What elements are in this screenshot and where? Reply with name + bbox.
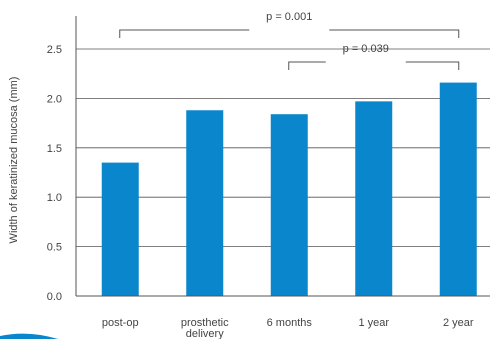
corner-decoration bbox=[0, 333, 58, 339]
bar bbox=[186, 110, 224, 296]
y-tick-label: 2.5 bbox=[47, 44, 62, 56]
significance-bracket-left bbox=[288, 61, 326, 70]
x-tick-label: 2 year bbox=[443, 317, 474, 329]
axes bbox=[75, 16, 490, 297]
x-tick-label: post-op bbox=[102, 317, 139, 329]
significance-bracket-right bbox=[405, 61, 460, 70]
y-tick-label: 2.0 bbox=[47, 93, 62, 105]
x-tick-label: 6 months bbox=[267, 317, 313, 329]
y-tick-label: 1.0 bbox=[47, 192, 62, 204]
x-tick-label: 1 year bbox=[358, 317, 389, 329]
x-tick-label: delivery bbox=[186, 328, 224, 339]
bar bbox=[101, 162, 139, 296]
bar bbox=[355, 101, 393, 296]
y-tick-label: 0.0 bbox=[47, 291, 62, 303]
y-tick-label: 1.5 bbox=[47, 143, 62, 155]
y-axis-label: Width of keratinized mucosa (mm) bbox=[8, 77, 20, 244]
bar bbox=[270, 114, 308, 296]
x-tick-label: prosthetic bbox=[181, 317, 229, 329]
p-value-label: p = 0.001 bbox=[266, 11, 312, 23]
p-value-label: p = 0.039 bbox=[343, 43, 389, 55]
significance-bracket-right bbox=[329, 29, 460, 38]
bars bbox=[101, 82, 477, 296]
significance-bracket-left bbox=[119, 29, 250, 38]
y-tick-labels: 0.0 0.5 1.0 1.5 2.0 2.5 bbox=[47, 44, 62, 303]
bar bbox=[439, 82, 477, 296]
significance-brackets: p = 0.001 p = 0.039 bbox=[119, 11, 460, 70]
y-tick-label: 0.5 bbox=[47, 242, 62, 254]
